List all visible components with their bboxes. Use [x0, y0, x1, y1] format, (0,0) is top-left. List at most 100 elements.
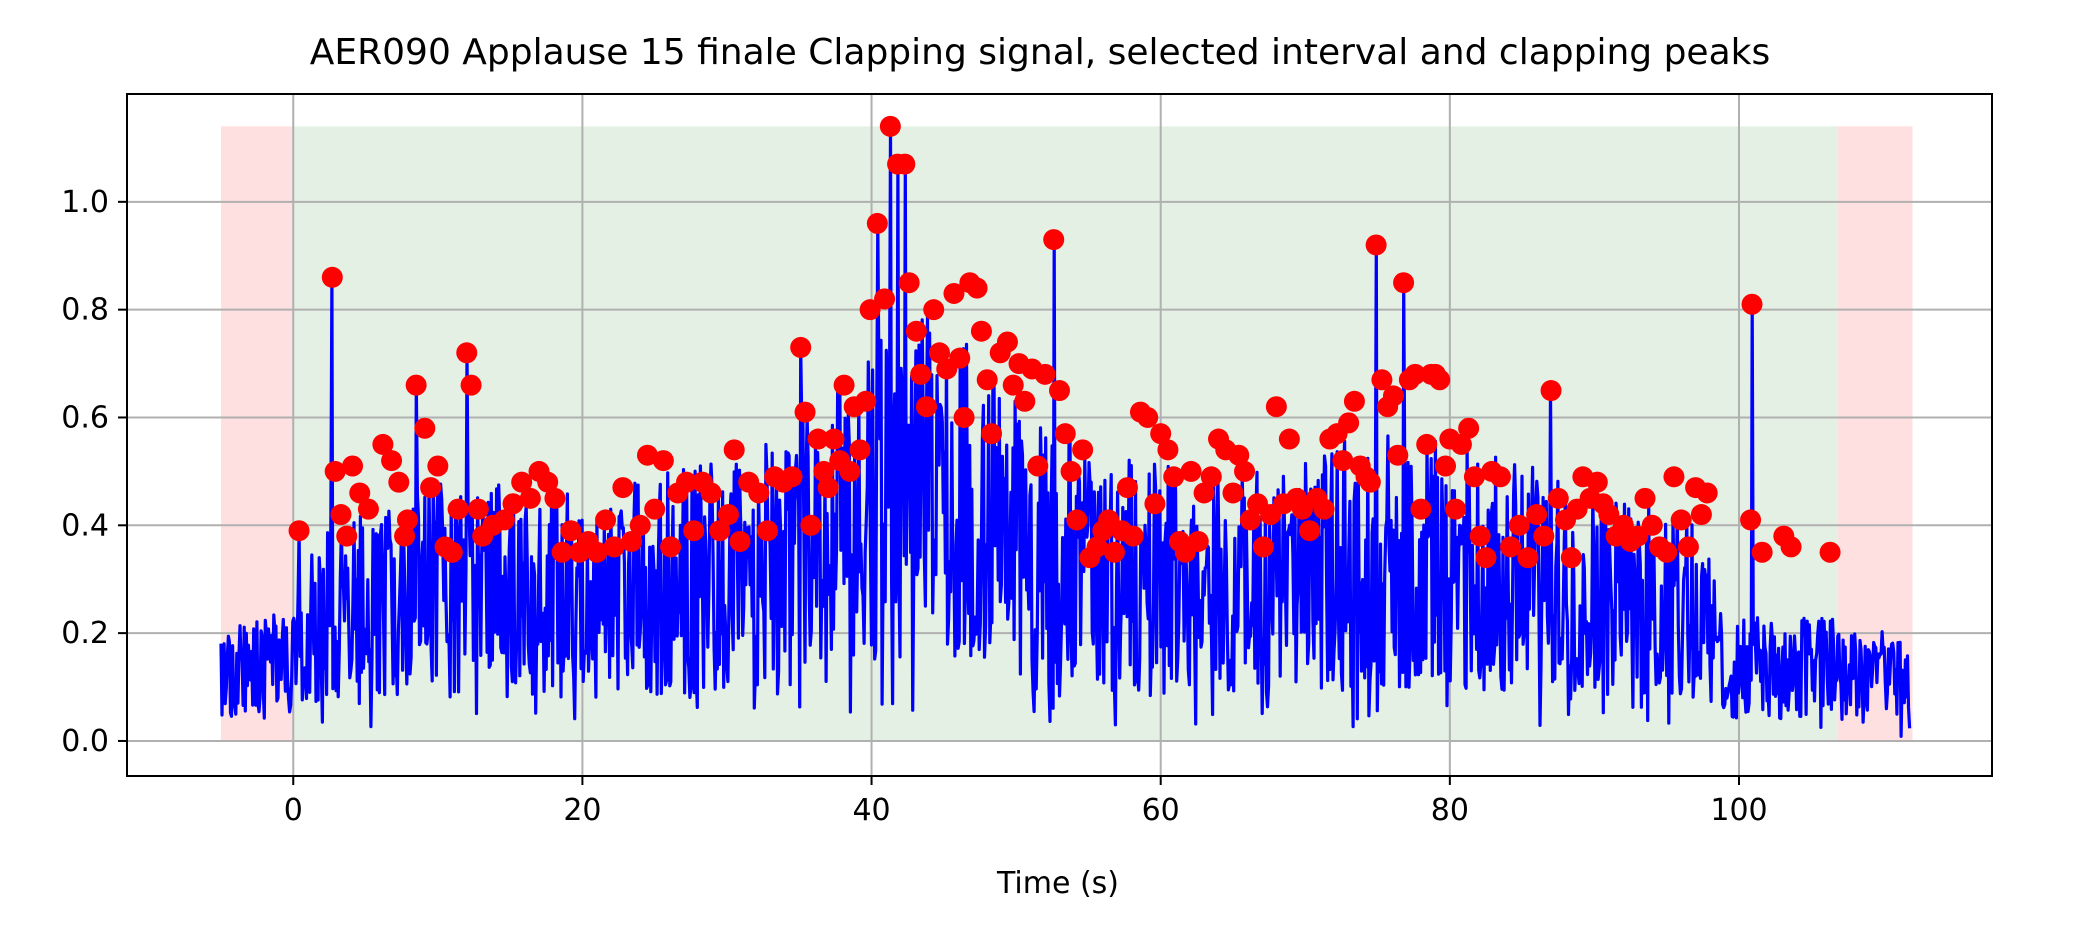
clapping-peak-marker — [1469, 525, 1491, 547]
clapping-peak-marker — [336, 525, 358, 547]
clapping-peak-marker — [1463, 466, 1485, 488]
clapping-peak-marker — [953, 406, 975, 428]
clapping-peak-marker — [537, 471, 559, 493]
clapping-peak-marker — [467, 498, 489, 520]
clapping-peak-marker — [394, 525, 416, 547]
clapping-peak-marker — [1265, 396, 1287, 418]
clapping-peak-marker — [660, 536, 682, 558]
clapping-peak-marker — [1404, 363, 1426, 385]
clapping-peak-marker — [1365, 234, 1387, 256]
clapping-peak-marker — [1157, 439, 1179, 461]
clapping-peak-marker — [833, 374, 855, 396]
x-axis-label: Time (s) — [996, 866, 1119, 901]
clapping-peak-marker — [1450, 433, 1472, 455]
clapping-peak-marker — [1780, 536, 1802, 558]
x-tick-label: 80 — [1431, 793, 1469, 828]
clapping-peak-marker — [349, 482, 371, 504]
clapping-peak-marker — [1696, 482, 1718, 504]
clapping-peak-marker — [1299, 520, 1321, 542]
clapping-peak-marker — [915, 396, 937, 418]
clapping-peak-marker — [839, 460, 861, 482]
clapping-peak-marker — [460, 374, 482, 396]
excluded-interval-region — [1837, 126, 1913, 741]
y-axis: 0.0 0.2 0.4 0.6 0.8 1.0 — [61, 185, 127, 759]
clapping-peak-marker — [1641, 514, 1663, 536]
clapping-peak-marker — [1049, 380, 1070, 402]
clapping-peak-marker — [1547, 487, 1569, 509]
x-tick-label: 40 — [852, 793, 890, 828]
clapping-signal-line — [219, 124, 1912, 738]
clapping-peak-marker — [1144, 493, 1166, 515]
clapping-peak-marker — [388, 471, 410, 493]
clapping-peak-marker — [1116, 477, 1138, 499]
clapping-peak-marker — [817, 477, 839, 499]
clapping-peak-marker — [1690, 504, 1712, 526]
clapping-peak-marker — [644, 498, 666, 520]
clapping-peak-marker — [879, 115, 901, 137]
clapping-peak-marker — [396, 509, 418, 531]
clapping-peak-marker — [1445, 498, 1467, 520]
clapping-peak-marker — [729, 530, 751, 552]
clapping-peak-marker — [420, 477, 442, 499]
clapping-peak-marker — [943, 282, 965, 304]
clapping-peak-marker — [1150, 423, 1172, 445]
x-tick-label: 100 — [1710, 793, 1767, 828]
clapping-peak-marker — [1475, 547, 1497, 569]
clapping-peak-marker — [1066, 509, 1088, 531]
y-tick-label: 0.6 — [61, 400, 109, 435]
clapping-peak-marker — [1371, 369, 1393, 391]
clapping-peak-marker — [1387, 444, 1409, 466]
clapping-peak-marker — [1252, 536, 1274, 558]
clapping-peak-marker — [652, 450, 674, 472]
clapping-peak-marker — [595, 509, 617, 531]
clapping-peak-marker — [949, 347, 971, 369]
clapping-peak-marker — [1416, 433, 1438, 455]
clapping-peak-marker — [781, 466, 803, 488]
clapping-peak-marker — [1014, 390, 1036, 412]
x-tick-label: 60 — [1142, 793, 1180, 828]
clapping-peak-marker — [1002, 374, 1024, 396]
clapping-peak-marker — [1612, 514, 1634, 536]
clapping-peak-marker — [603, 536, 625, 558]
clapping-peak-marker — [1627, 525, 1649, 547]
clapping-peak-marker — [1489, 466, 1511, 488]
clapping-peak-marker — [560, 520, 582, 542]
clapping-peak-marker — [1382, 385, 1404, 407]
clapping-peak-marker — [1393, 272, 1415, 294]
clapping-peak-marker — [1586, 471, 1608, 493]
clapping-peak-marker — [748, 482, 770, 504]
clapping-peak-marker — [790, 336, 812, 358]
y-tick-label: 0.4 — [61, 508, 109, 543]
peaks-layer — [288, 115, 1841, 569]
clapping-peak-marker — [898, 272, 920, 294]
clapping-peak-marker — [1458, 417, 1480, 439]
y-tick-label: 0.2 — [61, 616, 109, 651]
y-tick-label: 0.8 — [61, 293, 109, 328]
clapping-peak-marker — [1072, 439, 1094, 461]
clapping-peak-marker — [1677, 536, 1699, 558]
clapping-peak-marker — [676, 471, 697, 493]
y-tick-label: 0.0 — [61, 724, 109, 759]
clapping-peak-marker — [823, 428, 845, 450]
clapping-peak-marker — [813, 460, 835, 482]
clapping-peak-marker — [1598, 504, 1620, 526]
clapping-peak-marker — [1634, 487, 1656, 509]
clapping-peak-marker — [1228, 444, 1250, 466]
axes-frame — [126, 93, 1993, 777]
clapping-peak-marker — [612, 477, 634, 499]
clapping-peak-marker — [723, 439, 745, 461]
clapping-peak-marker — [288, 520, 310, 542]
clapping-peak-marker — [874, 288, 896, 310]
clapping-peak-marker — [866, 212, 888, 234]
clapping-peak-marker — [855, 390, 877, 412]
clapping-peak-marker — [502, 493, 524, 515]
clapping-peak-marker — [1429, 369, 1451, 391]
clapping-peak-marker — [519, 487, 541, 509]
clapping-peak-marker — [1343, 390, 1365, 412]
clapping-peak-marker — [551, 541, 573, 563]
clapping-peak-marker — [1656, 541, 1678, 563]
clapping-peak-marker — [1222, 482, 1244, 504]
clapping-peak-marker — [1740, 509, 1762, 531]
clapping-peak-marker — [970, 320, 992, 342]
